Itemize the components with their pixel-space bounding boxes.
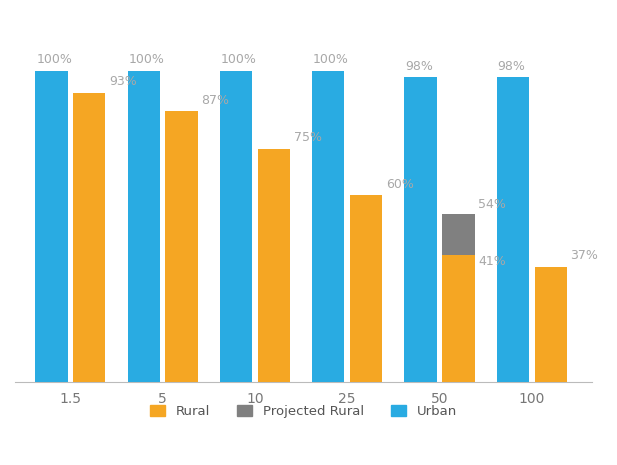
Bar — [128, 71, 160, 382]
Text: 60%: 60% — [386, 178, 414, 191]
Text: 100%: 100% — [36, 53, 72, 66]
Text: 54%: 54% — [478, 198, 506, 211]
Bar — [404, 77, 437, 382]
Text: 98%: 98% — [497, 60, 526, 73]
Bar — [258, 149, 290, 382]
Bar — [497, 77, 529, 382]
Bar — [534, 267, 567, 382]
Bar — [220, 71, 252, 382]
Bar — [350, 195, 383, 382]
Text: 98%: 98% — [405, 60, 433, 73]
Bar — [35, 71, 68, 382]
Text: 41%: 41% — [478, 254, 506, 267]
Bar — [442, 254, 474, 382]
Bar — [442, 214, 474, 254]
Text: 100%: 100% — [313, 53, 349, 66]
Bar — [312, 71, 344, 382]
Text: 100%: 100% — [221, 53, 257, 66]
Text: 93%: 93% — [109, 75, 137, 88]
Bar — [73, 93, 106, 382]
Text: 75%: 75% — [294, 131, 321, 144]
Text: 100%: 100% — [128, 53, 164, 66]
Bar — [165, 112, 197, 382]
Text: 87%: 87% — [201, 94, 230, 107]
Text: 37%: 37% — [571, 249, 598, 262]
Legend: Rural, Projected Rural, Urban: Rural, Projected Rural, Urban — [144, 399, 463, 423]
